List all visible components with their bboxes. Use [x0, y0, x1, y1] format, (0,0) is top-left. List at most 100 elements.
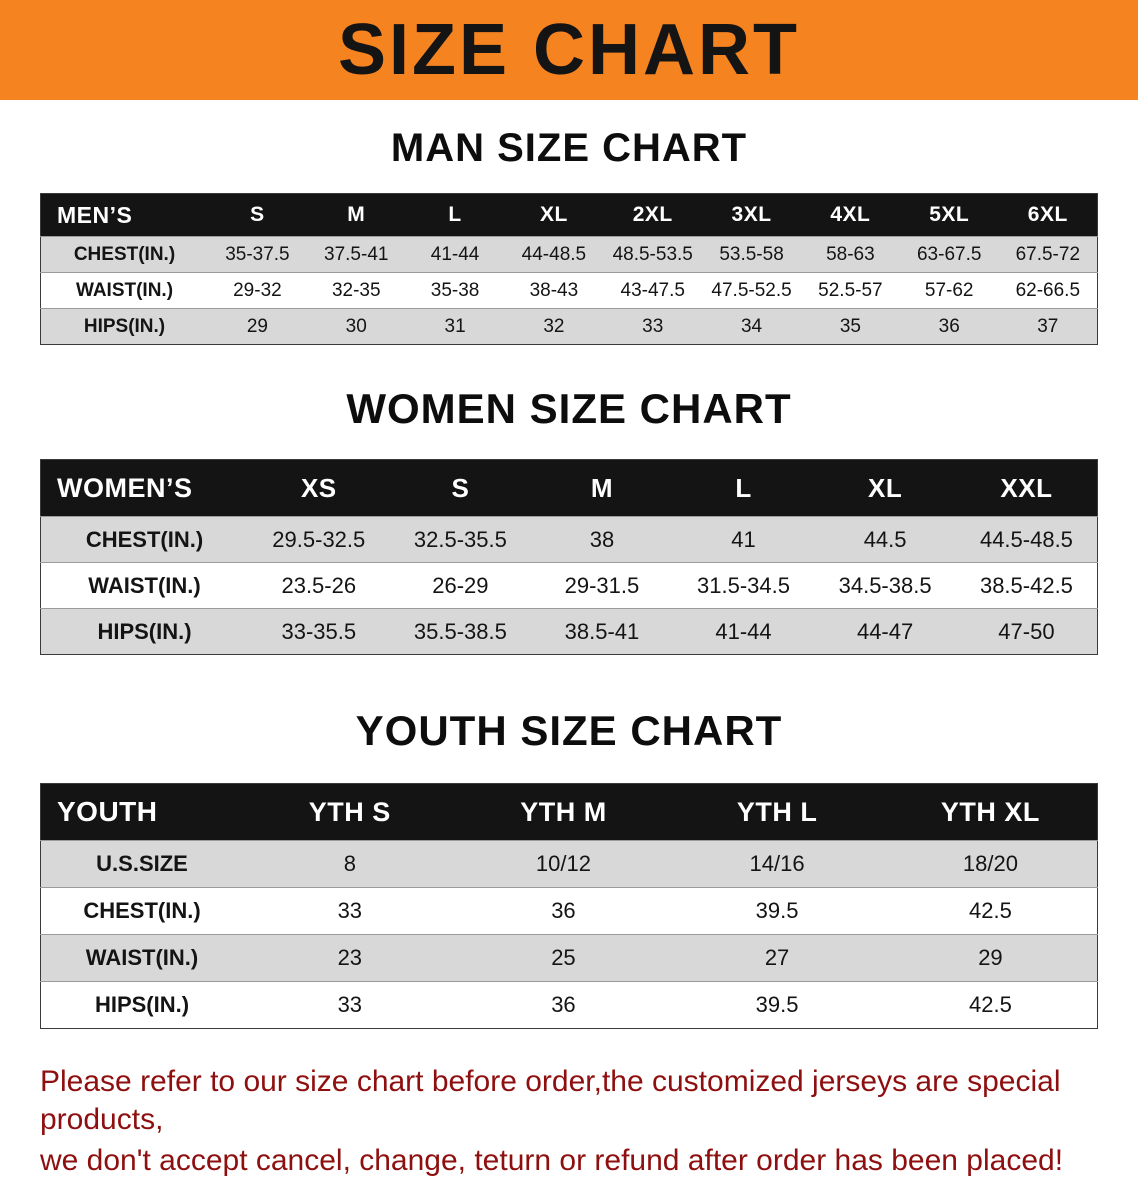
- column-header: YTH M: [456, 783, 671, 841]
- table-cell: 62-66.5: [998, 272, 1098, 309]
- table-title-cell: YOUTH: [40, 783, 243, 841]
- table-cell: 32-35: [306, 272, 406, 309]
- table-row: WAIST(IN.) 29-32 32-35 35-38 38-43 43-47.5 47.…: [40, 272, 1098, 309]
- header-row: MEN’S S M L XL 2XL 3XL 4XL 5XL 6XL: [40, 193, 1098, 237]
- table-cell: 34: [702, 308, 801, 345]
- table-title-cell: MEN’S: [40, 193, 208, 237]
- row-label: U.S.SIZE: [40, 840, 243, 888]
- table-row: HIPS(IN.) 33 36 39.5 42.5: [40, 981, 1098, 1029]
- section-heading: YOUTH SIZE CHART: [355, 707, 783, 754]
- table-cell: 23: [243, 934, 457, 982]
- row-label: HIPS(IN.): [40, 308, 208, 345]
- table-row: CHEST(IN.) 35-37.5 37.5-41 41-44 44-48.5 48.5…: [40, 236, 1098, 273]
- table-cell: 44.5-48.5: [955, 516, 1098, 563]
- table-cell: 58-63: [800, 236, 900, 273]
- table-row: CHEST(IN.) 29.5-32.5 32.5-35.5 38 41 44.5 44.5…: [40, 516, 1098, 563]
- table-cell: 35: [800, 308, 900, 345]
- table-cell: 43-47.5: [603, 272, 703, 309]
- section-heading: WOMEN SIZE CHART: [346, 385, 792, 432]
- column-header: 4XL: [800, 193, 900, 237]
- table-cell: 38: [531, 516, 673, 563]
- table-cell: 42.5: [883, 887, 1098, 935]
- table-cell: 44-48.5: [504, 236, 604, 273]
- table-cell: 52.5-57: [800, 272, 900, 309]
- table-cell: 39.5: [670, 887, 884, 935]
- section-youth-size-chart: YOUTH SIZE CHART YOUTH YTH S YTH M YTH L YTH …: [0, 707, 1138, 1029]
- table-cell: 53.5-58: [702, 236, 801, 273]
- table-cell: 36: [899, 308, 999, 345]
- column-header: XL: [504, 193, 604, 237]
- table-row: WAIST(IN.) 23 25 27 29: [40, 934, 1098, 982]
- table-cell: 29: [208, 308, 307, 345]
- column-header: YTH S: [243, 783, 457, 841]
- table-cell: 67.5-72: [998, 236, 1098, 273]
- page-title: SIZE CHART: [338, 10, 800, 90]
- table-cell: 30: [306, 308, 406, 345]
- table-cell: 44.5: [814, 516, 956, 563]
- section-heading: MAN SIZE CHART: [390, 126, 748, 170]
- section-women-size-chart: WOMEN SIZE CHART WOMEN’S XS S M L XL XXL CHEST(I…: [0, 385, 1138, 655]
- table-cell: 32: [504, 308, 604, 345]
- table-cell: 47-50: [955, 608, 1098, 655]
- table-cell: 44-47: [814, 608, 956, 655]
- table-cell: 37.5-41: [306, 236, 406, 273]
- table-row: U.S.SIZE 8 10/12 14/16 18/20: [40, 840, 1098, 888]
- row-label: WAIST(IN.): [40, 272, 208, 309]
- table-cell: 14/16: [670, 840, 884, 888]
- column-header: XXL: [955, 459, 1098, 517]
- notice-line-2: we don't accept cancel, change, teturn o…: [40, 1143, 1064, 1177]
- size-table: YOUTH YTH S YTH M YTH L YTH XL U.S.SIZE 8 10/12…: [40, 783, 1098, 1029]
- notice-line-1: Please refer to our size chart before or…: [40, 1065, 1061, 1137]
- column-header: XL: [814, 459, 956, 517]
- table-cell: 33: [243, 981, 457, 1029]
- table-cell: 25: [456, 934, 671, 982]
- column-header: M: [531, 459, 673, 517]
- row-label: HIPS(IN.): [40, 608, 248, 655]
- table-cell: 35-38: [405, 272, 505, 309]
- size-chart-sections: MAN SIZE CHART MEN’S S M L XL 2XL 3XL 4XL 5XL 6XL C…: [0, 126, 1138, 1029]
- table-row: CHEST(IN.) 33 36 39.5 42.5: [40, 887, 1098, 935]
- table-cell: 38-43: [504, 272, 604, 309]
- table-cell: 41-44: [405, 236, 505, 273]
- table-cell: 48.5-53.5: [603, 236, 703, 273]
- table-cell: 33: [603, 308, 703, 345]
- row-label: WAIST(IN.): [40, 562, 248, 609]
- table-row: WAIST(IN.) 23.5-26 26-29 29-31.5 31.5-34.5 34…: [40, 562, 1098, 609]
- table-cell: 37: [998, 308, 1098, 345]
- header-row: WOMEN’S XS S M L XL XXL: [40, 459, 1098, 517]
- table-cell: 42.5: [883, 981, 1098, 1029]
- column-header: 3XL: [702, 193, 801, 237]
- table-cell: 31.5-34.5: [672, 562, 815, 609]
- row-label: HIPS(IN.): [40, 981, 243, 1029]
- size-table: MEN’S S M L XL 2XL 3XL 4XL 5XL 6XL CHEST(IN.) 35-37…: [40, 193, 1098, 345]
- table-cell: 23.5-26: [248, 562, 390, 609]
- row-label: CHEST(IN.): [40, 516, 248, 563]
- column-header: 6XL: [998, 193, 1098, 237]
- table-cell: 36: [456, 887, 671, 935]
- table-cell: 31: [405, 308, 505, 345]
- table-cell: 41-44: [672, 608, 815, 655]
- column-header: M: [306, 193, 406, 237]
- table-title-cell: WOMEN’S: [40, 459, 248, 517]
- column-header: S: [389, 459, 532, 517]
- table-cell: 39.5: [670, 981, 884, 1029]
- table-cell: 34.5-38.5: [814, 562, 956, 609]
- table-cell: 18/20: [883, 840, 1098, 888]
- column-header: L: [405, 193, 505, 237]
- column-header: 2XL: [603, 193, 703, 237]
- table-cell: 35.5-38.5: [389, 608, 532, 655]
- table-cell: 33: [243, 887, 457, 935]
- table-cell: 38.5-41: [531, 608, 673, 655]
- table-cell: 29-32: [208, 272, 307, 309]
- table-cell: 33-35.5: [248, 608, 390, 655]
- table-cell: 57-62: [899, 272, 999, 309]
- table-cell: 29: [883, 934, 1098, 982]
- section-man-size-chart: MAN SIZE CHART MEN’S S M L XL 2XL 3XL 4XL 5XL 6XL C…: [0, 126, 1138, 345]
- table-cell: 32.5-35.5: [389, 516, 532, 563]
- table-cell: 29.5-32.5: [248, 516, 390, 563]
- header-row: YOUTH YTH S YTH M YTH L YTH XL: [40, 783, 1098, 841]
- column-header: YTH L: [670, 783, 884, 841]
- size-table: WOMEN’S XS S M L XL XXL CHEST(IN.) 29.5-32.5 32.5…: [40, 459, 1098, 655]
- row-label: CHEST(IN.): [40, 236, 208, 273]
